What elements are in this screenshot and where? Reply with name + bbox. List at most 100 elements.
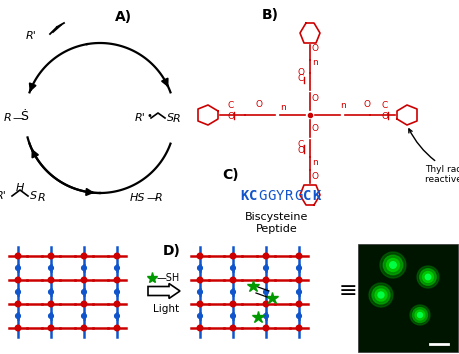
Text: A): A): [115, 10, 132, 24]
Circle shape: [48, 277, 54, 283]
Text: R': R': [25, 31, 36, 41]
Text: R: R: [155, 193, 163, 203]
Circle shape: [81, 301, 87, 307]
Circle shape: [114, 253, 120, 259]
Text: —: —: [12, 113, 23, 123]
Circle shape: [415, 310, 425, 320]
Text: C): C): [222, 168, 239, 182]
Circle shape: [48, 325, 54, 331]
Text: O: O: [312, 44, 319, 53]
FancyArrow shape: [148, 284, 180, 298]
Text: O: O: [228, 112, 235, 121]
Text: R: R: [38, 193, 46, 203]
Text: O: O: [298, 68, 305, 77]
Text: O: O: [364, 100, 371, 109]
Circle shape: [197, 253, 203, 259]
Circle shape: [115, 290, 119, 295]
Text: ≡: ≡: [339, 281, 357, 301]
Text: O: O: [312, 124, 319, 133]
Circle shape: [81, 277, 87, 283]
Circle shape: [49, 290, 53, 295]
Circle shape: [15, 325, 21, 331]
Text: n: n: [280, 103, 286, 112]
Circle shape: [198, 314, 202, 318]
Text: R: R: [173, 114, 181, 124]
Circle shape: [372, 286, 390, 304]
Text: D): D): [163, 244, 181, 258]
Circle shape: [263, 277, 269, 283]
Text: •: •: [146, 111, 152, 121]
Circle shape: [422, 272, 433, 282]
Text: H: H: [16, 183, 24, 193]
Circle shape: [420, 269, 436, 285]
Circle shape: [230, 277, 236, 283]
Circle shape: [230, 266, 235, 270]
Text: Light: Light: [153, 304, 179, 314]
Text: C: C: [303, 189, 311, 203]
Text: R': R': [134, 113, 145, 123]
Text: K: K: [240, 189, 248, 203]
Text: K: K: [312, 189, 320, 203]
Text: R: R: [285, 189, 293, 203]
Text: B): B): [262, 8, 279, 22]
Text: G: G: [258, 189, 266, 203]
Circle shape: [197, 277, 203, 283]
Circle shape: [48, 301, 54, 307]
Text: —SH: —SH: [157, 273, 180, 283]
Circle shape: [114, 325, 120, 331]
Circle shape: [15, 277, 21, 283]
Text: G: G: [267, 189, 275, 203]
Circle shape: [386, 258, 399, 272]
Circle shape: [114, 277, 120, 283]
Circle shape: [198, 290, 202, 295]
Circle shape: [410, 305, 430, 325]
Text: C: C: [298, 140, 304, 149]
Text: n: n: [340, 101, 346, 110]
Circle shape: [197, 301, 203, 307]
Circle shape: [81, 253, 87, 259]
Circle shape: [114, 301, 120, 307]
Circle shape: [197, 325, 203, 331]
Circle shape: [230, 314, 235, 318]
Text: —: —: [146, 193, 157, 203]
Text: S: S: [167, 113, 174, 123]
Circle shape: [82, 290, 86, 295]
Circle shape: [263, 290, 269, 295]
Circle shape: [378, 292, 384, 298]
Text: n: n: [312, 158, 318, 167]
Text: R': R': [0, 191, 6, 201]
Circle shape: [15, 253, 21, 259]
Circle shape: [369, 283, 393, 307]
Text: C: C: [298, 74, 304, 83]
Circle shape: [297, 314, 302, 318]
Circle shape: [263, 314, 269, 318]
Text: G: G: [294, 189, 302, 203]
Circle shape: [230, 325, 236, 331]
Circle shape: [115, 266, 119, 270]
Circle shape: [198, 266, 202, 270]
Circle shape: [16, 290, 20, 295]
Text: O: O: [298, 146, 305, 155]
Text: O: O: [312, 172, 319, 181]
Circle shape: [296, 253, 302, 259]
Text: HS: HS: [129, 193, 145, 203]
Circle shape: [380, 252, 406, 278]
Circle shape: [296, 325, 302, 331]
Text: Ṡ: Ṡ: [20, 110, 28, 124]
Circle shape: [296, 301, 302, 307]
Circle shape: [296, 277, 302, 283]
Circle shape: [418, 313, 422, 318]
Text: C: C: [249, 189, 257, 203]
Circle shape: [16, 314, 20, 318]
Circle shape: [375, 289, 387, 301]
Text: n: n: [312, 58, 318, 67]
Circle shape: [230, 253, 236, 259]
Circle shape: [115, 314, 119, 318]
Circle shape: [15, 301, 21, 307]
Circle shape: [425, 274, 431, 280]
Circle shape: [81, 325, 87, 331]
Text: Biscysteine
Peptide: Biscysteine Peptide: [245, 212, 309, 234]
Circle shape: [263, 325, 269, 331]
Circle shape: [82, 314, 86, 318]
Text: O: O: [256, 100, 263, 109]
